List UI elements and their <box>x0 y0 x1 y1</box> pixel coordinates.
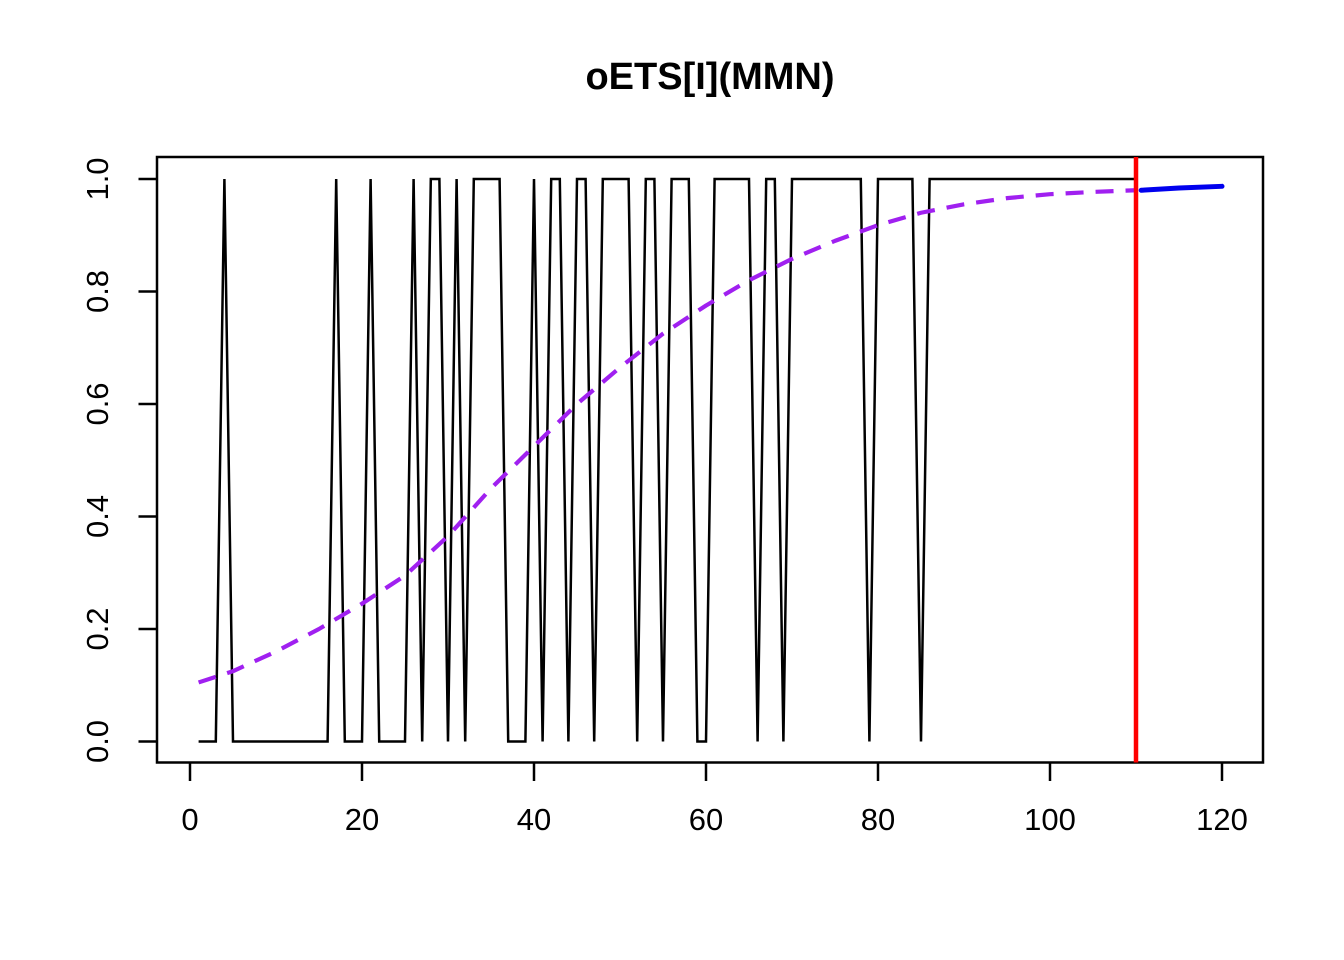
y-tick-label: 0.6 <box>80 382 115 425</box>
y-tick-label: 0.4 <box>80 495 115 538</box>
x-tick-label: 100 <box>1024 802 1076 837</box>
series-layer <box>197 157 1225 763</box>
x-tick-label: 120 <box>1196 802 1248 837</box>
y-tick-label: 0.8 <box>80 270 115 313</box>
axes-layer: 0 20 40 60 80 100 120 0.0 0.2 0.4 0.6 0.8 1.0 <box>80 155 1265 837</box>
x-tick-label: 20 <box>345 802 379 837</box>
plot-title: oETS[I](MMN) <box>585 56 834 98</box>
x-tick-label: 60 <box>689 802 723 837</box>
x-tick-label: 40 <box>517 802 551 837</box>
x-tick-label: 80 <box>861 802 895 837</box>
y-tick-label: 0.0 <box>80 720 115 763</box>
x-tick-label: 0 <box>181 802 198 837</box>
y-tick-label: 1.0 <box>80 157 115 200</box>
y-tick-label: 0.2 <box>80 607 115 650</box>
actuals-line <box>198 177 1136 743</box>
fitted-line <box>197 188 1137 685</box>
forecast-line <box>1138 183 1225 193</box>
plot-box <box>155 155 1265 764</box>
